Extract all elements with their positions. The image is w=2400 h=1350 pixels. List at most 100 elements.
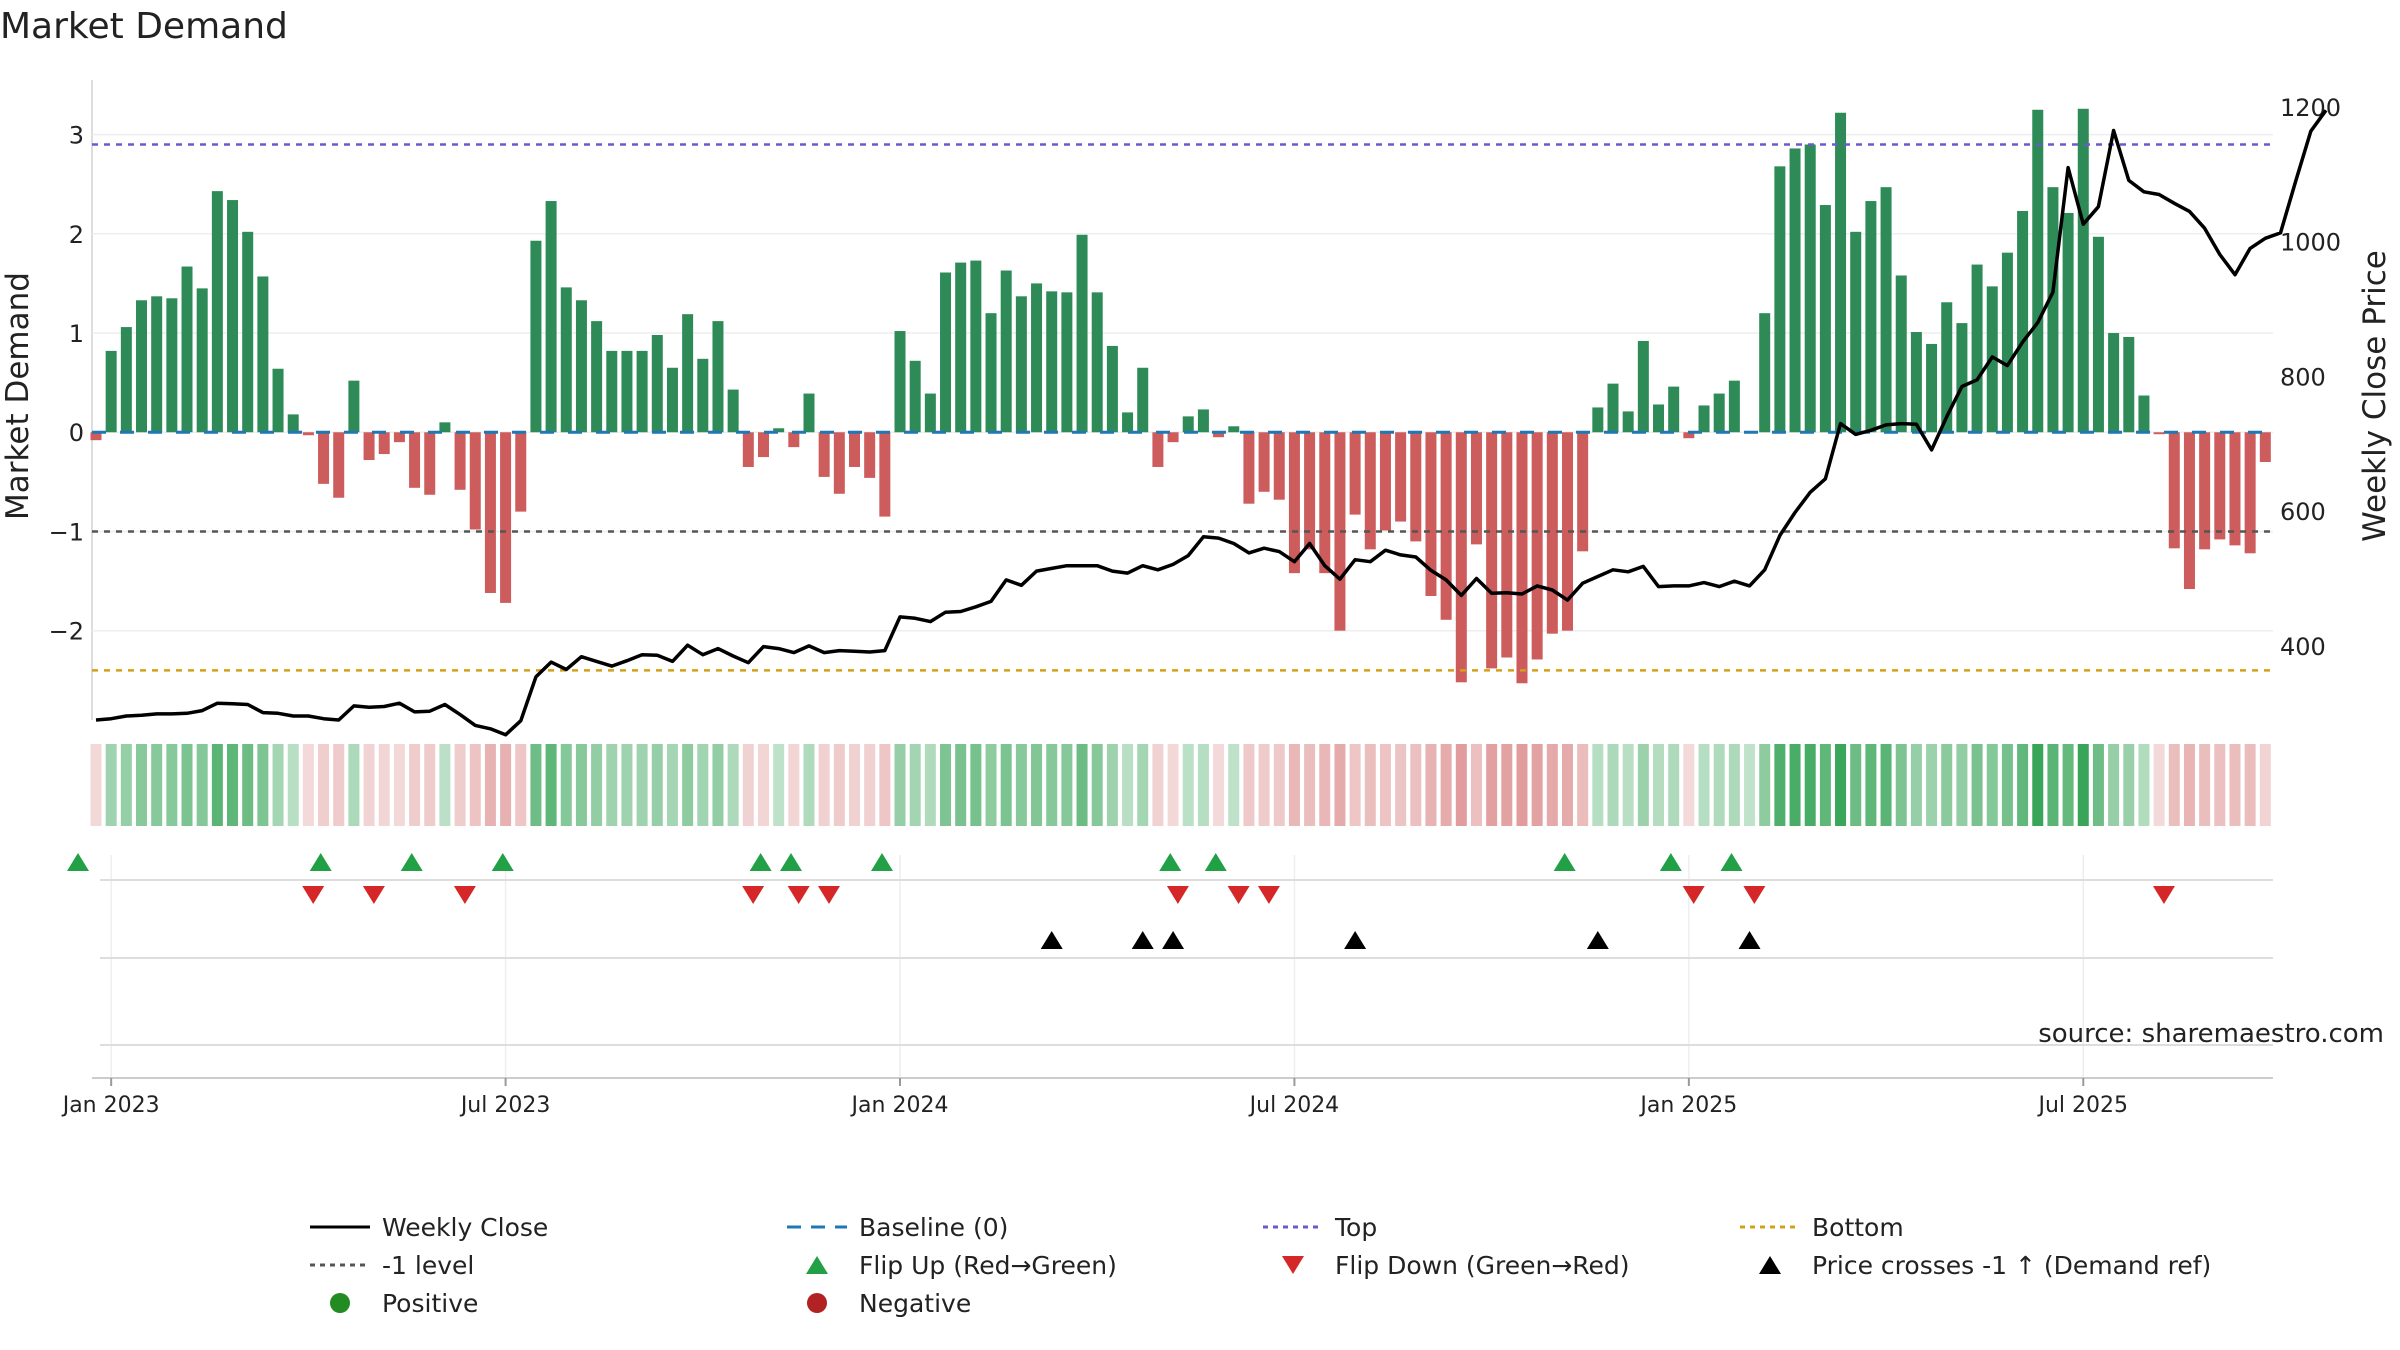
demand-bar	[1926, 343, 1938, 433]
legend-label: Baseline (0)	[859, 1213, 1008, 1242]
flip-up-marker	[1159, 853, 1182, 871]
demand-bar	[333, 432, 345, 498]
heat-cell	[2017, 744, 2029, 826]
flip-up-marker	[1659, 853, 1682, 871]
heat-cell	[2108, 744, 2120, 826]
y-tick-label: 2	[69, 221, 84, 249]
heat-cell	[1440, 744, 1452, 826]
price-cross-marker	[1738, 931, 1761, 949]
x-tick-label: Jul 2025	[2037, 1093, 2129, 1118]
demand-bar	[1106, 345, 1118, 433]
heat-cell	[727, 744, 739, 826]
legend-swatch	[806, 1256, 828, 1274]
heat-cell	[1835, 744, 1847, 826]
heat-cell	[1804, 744, 1816, 826]
y2-tick-label: 1200	[2280, 94, 2341, 122]
demand-bar	[1410, 432, 1422, 542]
flip-up-marker	[309, 853, 332, 871]
heat-cell	[393, 744, 405, 826]
heat-cell	[1213, 744, 1225, 826]
heat-cell	[909, 744, 921, 826]
demand-bar	[484, 432, 496, 593]
demand-bar	[1258, 432, 1270, 492]
demand-bar	[818, 432, 830, 477]
demand-bar	[2214, 432, 2226, 540]
demand-bar	[136, 300, 148, 433]
heat-cell	[1637, 744, 1649, 826]
demand-bar	[970, 260, 982, 433]
heat-cell	[849, 744, 860, 826]
heat-cell	[1789, 744, 1801, 826]
y2-tick-label: 800	[2280, 363, 2326, 391]
heat-cell	[196, 744, 208, 826]
demand-bar	[1243, 432, 1255, 504]
demand-bar	[1835, 112, 1847, 433]
demand-bar	[1759, 313, 1771, 433]
heat-cell	[469, 744, 481, 826]
demand-bar	[348, 380, 360, 433]
demand-bar	[1334, 432, 1346, 631]
heat-cell	[242, 744, 254, 826]
heat-cell	[636, 744, 648, 826]
heat-cell	[1031, 744, 1043, 826]
demand-bar	[2153, 432, 2165, 435]
demand-bar	[1152, 432, 1164, 467]
demand-bar	[1061, 292, 1073, 433]
flip-up-marker	[749, 853, 772, 871]
heat-cell	[575, 744, 587, 826]
y-axis-label: Market Demand	[0, 272, 36, 520]
demand-bar	[2001, 252, 2013, 433]
demand-bar	[1819, 205, 1831, 433]
flip-up-marker	[67, 853, 89, 871]
heat-cell	[1167, 744, 1179, 826]
demand-bar	[712, 321, 724, 433]
legend-item: Positive	[330, 1289, 478, 1318]
legend-item: Flip Down (Green→Red)	[1282, 1251, 1630, 1280]
demand-bar	[1213, 432, 1225, 438]
heat-cell	[894, 744, 906, 826]
heat-cell	[2229, 744, 2241, 826]
heat-cell	[1713, 744, 1725, 826]
heat-cell	[211, 744, 223, 826]
heat-cell	[1850, 744, 1862, 826]
flip-down-marker	[1257, 886, 1280, 904]
heat-cell	[1061, 744, 1073, 826]
heat-cell	[1152, 744, 1164, 826]
heat-cell	[120, 744, 132, 826]
demand-bar	[454, 432, 466, 490]
legend-label: Flip Down (Green→Red)	[1335, 1251, 1630, 1280]
heat-cell	[105, 744, 117, 826]
heat-cell	[1106, 744, 1118, 826]
demand-bar	[1379, 432, 1391, 531]
demand-bar	[2244, 432, 2256, 554]
demand-bar	[1364, 432, 1376, 550]
demand-bar	[2017, 210, 2029, 433]
demand-bar	[1031, 283, 1043, 433]
price-cross-marker	[1586, 931, 1609, 949]
demand-bar	[1091, 292, 1103, 433]
heat-cell	[818, 744, 830, 826]
heat-cell	[757, 744, 769, 826]
demand-bar	[1713, 393, 1725, 433]
heat-cell	[1926, 744, 1938, 826]
heat-cell	[1744, 744, 1756, 826]
demand-bar	[1228, 426, 1240, 433]
heat-cell	[1304, 744, 1316, 826]
flip-up-marker	[1553, 853, 1576, 871]
heat-cell	[287, 744, 299, 826]
demand-bar	[1182, 416, 1194, 433]
heat-cell	[788, 744, 800, 826]
plot-area: 3 2 1 0 −1 −2 1200 1000 800 600 400 Jan 2023 Jul 202…	[49, 80, 2341, 1118]
price-cross-marker	[1131, 931, 1154, 949]
heat-cell	[985, 744, 997, 826]
legend-label: Negative	[859, 1289, 971, 1318]
demand-bar	[2077, 108, 2089, 433]
flip-down-marker	[787, 886, 810, 904]
demand-bar	[469, 432, 481, 530]
heat-cell	[1288, 744, 1300, 826]
y2-tick-label: 400	[2280, 633, 2326, 661]
demand-bar	[1804, 144, 1816, 433]
demand-bar	[1076, 234, 1088, 433]
demand-bar	[242, 231, 254, 433]
